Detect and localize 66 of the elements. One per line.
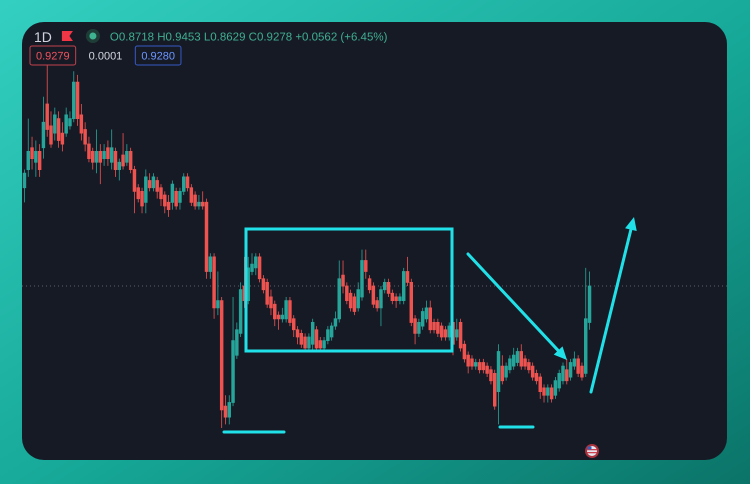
candlestick	[98, 144, 102, 185]
candlestick	[216, 271, 220, 316]
candlestick	[394, 292, 398, 308]
candlestick	[310, 318, 314, 352]
candlestick	[114, 147, 118, 178]
candlestick	[38, 144, 42, 178]
candlestick	[197, 194, 201, 210]
candlestick	[516, 348, 520, 367]
candlestick	[140, 187, 144, 214]
candlestick	[121, 132, 125, 170]
candlestick	[428, 300, 432, 334]
text: 0.9280	[141, 50, 175, 62]
candlestick	[110, 129, 114, 170]
candlestick	[42, 96, 46, 160]
candlestick	[284, 296, 288, 323]
chart-title: 1D	[34, 29, 52, 45]
candlestick	[314, 326, 318, 352]
candlestick	[64, 107, 68, 138]
candlestick	[174, 187, 178, 210]
candlestick	[520, 344, 523, 370]
candlestick	[166, 194, 170, 218]
candlestick	[402, 267, 406, 305]
candlestick	[576, 354, 580, 378]
candlestick	[478, 358, 482, 374]
candlestick	[584, 267, 588, 378]
candlestick	[436, 318, 440, 338]
text: 0.9279	[36, 50, 70, 62]
candlestick	[144, 169, 148, 214]
candlestick	[530, 362, 534, 382]
candlestick	[56, 110, 60, 148]
candlestick	[170, 180, 174, 210]
candlestick	[300, 329, 304, 348]
candlestick	[152, 172, 156, 192]
candlestick	[440, 322, 444, 342]
candlestick	[492, 369, 496, 410]
candlestick	[53, 107, 57, 141]
candlestick	[208, 252, 212, 280]
candlestick	[447, 322, 451, 342]
candlestick	[496, 344, 500, 425]
candlestick	[470, 354, 474, 370]
candlestick	[254, 252, 258, 276]
candlestick	[352, 292, 356, 316]
candlestick	[538, 373, 542, 400]
candlestick	[148, 172, 152, 192]
text: O0.8718 H0.9453 L0.8629 C0.9278 +0.0562 (+6.45%)	[110, 32, 388, 44]
candlestick	[102, 144, 106, 166]
candlestick	[364, 249, 368, 280]
candlestick	[125, 144, 129, 166]
candlestick	[550, 384, 554, 403]
candlestick	[474, 358, 478, 370]
candlestick	[565, 358, 569, 385]
candlestick	[500, 354, 504, 385]
candlestick	[482, 358, 486, 374]
text: 0.0001	[88, 50, 122, 62]
candlestick	[30, 136, 34, 170]
candlestick	[546, 384, 550, 403]
candlestick	[455, 318, 459, 342]
candlestick	[94, 129, 98, 174]
candlestick	[512, 348, 516, 370]
candlestick	[106, 140, 110, 166]
candlestick	[118, 158, 122, 181]
candlestick	[220, 296, 224, 428]
candlestick	[212, 252, 216, 320]
candlestick	[444, 326, 448, 342]
candlestick	[303, 332, 307, 352]
candlestick	[34, 140, 38, 178]
